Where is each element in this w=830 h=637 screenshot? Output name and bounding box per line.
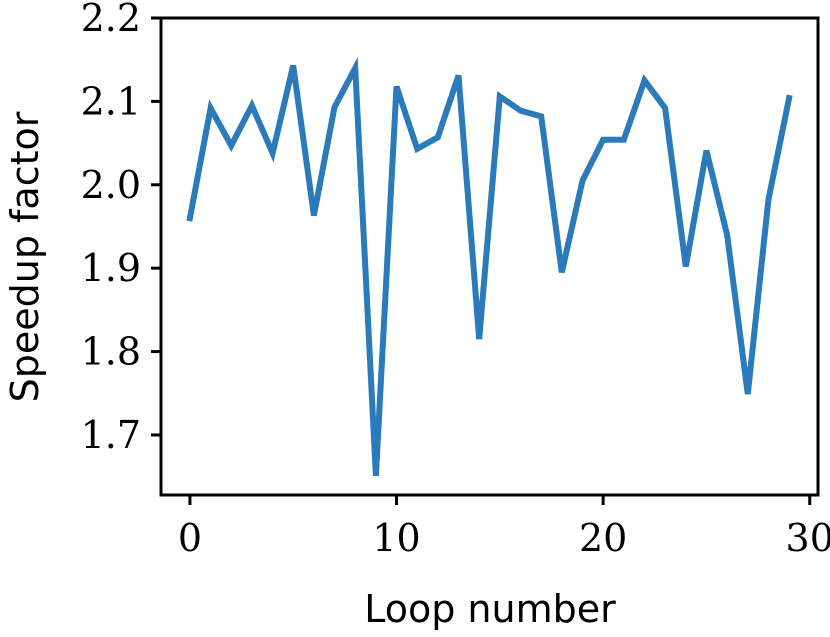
y-axis-label: Speedup factor — [3, 111, 47, 402]
x-tick-label: 20 — [579, 516, 627, 560]
plot-area — [159, 16, 820, 497]
x-tick-label: 0 — [178, 516, 202, 560]
y-tick-label: 1.8 — [81, 330, 141, 374]
x-tick-label: 10 — [372, 516, 420, 560]
x-tick-label: 30 — [786, 516, 830, 560]
y-tick-label: 1.7 — [81, 413, 141, 457]
y-tick-label: 2.1 — [81, 79, 141, 123]
series-line-0 — [186, 56, 793, 476]
y-tick-label: 1.9 — [81, 246, 141, 290]
y-tick-label: 2.0 — [81, 163, 141, 207]
axes-frame — [159, 16, 820, 497]
x-axis-label: Loop number — [364, 587, 616, 631]
y-tick-label: 2.2 — [81, 0, 141, 40]
axis-ticks: 0 10 20 30 1.7 1.8 1.9 2.0 2.1 2.2 — [81, 0, 830, 560]
